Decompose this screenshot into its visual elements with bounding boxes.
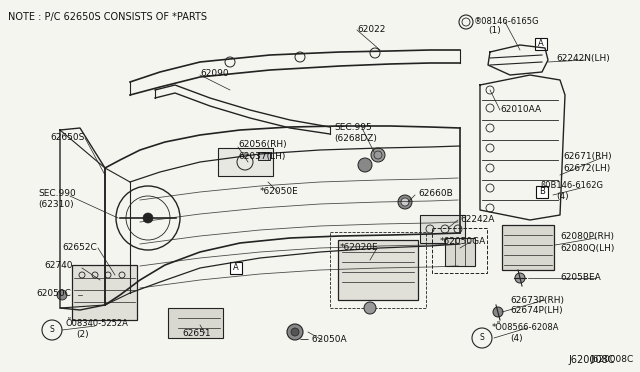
Text: ß0B146-6162G: ß0B146-6162G bbox=[540, 180, 603, 189]
Bar bbox=[72, 265, 137, 320]
Text: SEC.995: SEC.995 bbox=[334, 122, 372, 131]
Bar bbox=[168, 308, 223, 338]
Text: 62022: 62022 bbox=[357, 26, 385, 35]
Text: S: S bbox=[479, 334, 484, 343]
Text: 62090: 62090 bbox=[200, 68, 228, 77]
Text: 62242A: 62242A bbox=[460, 215, 494, 224]
Bar bbox=[502, 225, 554, 270]
Text: 6205BEA: 6205BEA bbox=[560, 273, 601, 282]
Circle shape bbox=[515, 273, 525, 283]
Text: SEC.990: SEC.990 bbox=[38, 189, 76, 199]
Circle shape bbox=[291, 328, 299, 336]
Text: 62056(RH): 62056(RH) bbox=[238, 141, 287, 150]
Text: Õ08340-5252A: Õ08340-5252A bbox=[65, 318, 128, 327]
Text: 62650S: 62650S bbox=[50, 134, 84, 142]
Bar bbox=[330, 232, 426, 308]
Text: A: A bbox=[233, 263, 239, 273]
FancyBboxPatch shape bbox=[535, 38, 547, 50]
Circle shape bbox=[358, 158, 372, 172]
Text: ®08146-6165G: ®08146-6165G bbox=[474, 16, 540, 26]
Text: (2): (2) bbox=[76, 330, 88, 339]
Text: (62310): (62310) bbox=[38, 199, 74, 208]
Bar bbox=[432, 228, 487, 273]
Text: A: A bbox=[538, 39, 544, 48]
FancyBboxPatch shape bbox=[218, 148, 273, 176]
FancyBboxPatch shape bbox=[230, 262, 242, 274]
Text: 62671(RH): 62671(RH) bbox=[563, 153, 612, 161]
Text: NOTE : P/C 62650S CONSISTS OF *PARTS: NOTE : P/C 62650S CONSISTS OF *PARTS bbox=[8, 12, 207, 22]
Text: 62050C: 62050C bbox=[36, 289, 71, 298]
Bar bbox=[338, 240, 418, 300]
Circle shape bbox=[371, 148, 385, 162]
Text: 62080P(RH): 62080P(RH) bbox=[560, 232, 614, 241]
Text: — 62050A: — 62050A bbox=[300, 336, 347, 344]
Circle shape bbox=[398, 195, 412, 209]
Text: (6268DZ): (6268DZ) bbox=[334, 134, 377, 142]
Text: 62080Q(LH): 62080Q(LH) bbox=[560, 244, 614, 253]
Bar bbox=[420, 215, 465, 243]
Circle shape bbox=[57, 290, 67, 300]
Text: S: S bbox=[50, 326, 54, 334]
Text: 62037(LH): 62037(LH) bbox=[238, 151, 285, 160]
Text: (4): (4) bbox=[556, 192, 568, 201]
Text: (4): (4) bbox=[510, 334, 523, 343]
Text: *62050E: *62050E bbox=[260, 187, 299, 196]
Text: 62674P(LH): 62674P(LH) bbox=[510, 307, 563, 315]
FancyBboxPatch shape bbox=[536, 186, 548, 198]
Text: 62010AA: 62010AA bbox=[500, 106, 541, 115]
Text: 62242N(LH): 62242N(LH) bbox=[556, 55, 610, 64]
Circle shape bbox=[364, 302, 376, 314]
Text: 62672(LH): 62672(LH) bbox=[563, 164, 611, 173]
Bar bbox=[258, 152, 270, 160]
Text: (1): (1) bbox=[488, 26, 500, 35]
Text: 62651: 62651 bbox=[182, 328, 211, 337]
Circle shape bbox=[401, 198, 409, 206]
Text: B: B bbox=[539, 187, 545, 196]
Text: *62050GA: *62050GA bbox=[440, 237, 486, 246]
Bar bbox=[445, 238, 475, 266]
Text: 62740: 62740 bbox=[44, 260, 72, 269]
Text: 62673P(RH): 62673P(RH) bbox=[510, 295, 564, 305]
Circle shape bbox=[143, 213, 153, 223]
Text: 62652C: 62652C bbox=[62, 243, 97, 251]
Text: J620008C: J620008C bbox=[568, 355, 614, 365]
Circle shape bbox=[493, 307, 503, 317]
Text: J620008C: J620008C bbox=[590, 356, 633, 365]
Text: *Õ08566-6208A: *Õ08566-6208A bbox=[492, 323, 559, 331]
Text: 62660B: 62660B bbox=[418, 189, 452, 199]
Text: *62020E: *62020E bbox=[340, 243, 379, 251]
Circle shape bbox=[287, 324, 303, 340]
